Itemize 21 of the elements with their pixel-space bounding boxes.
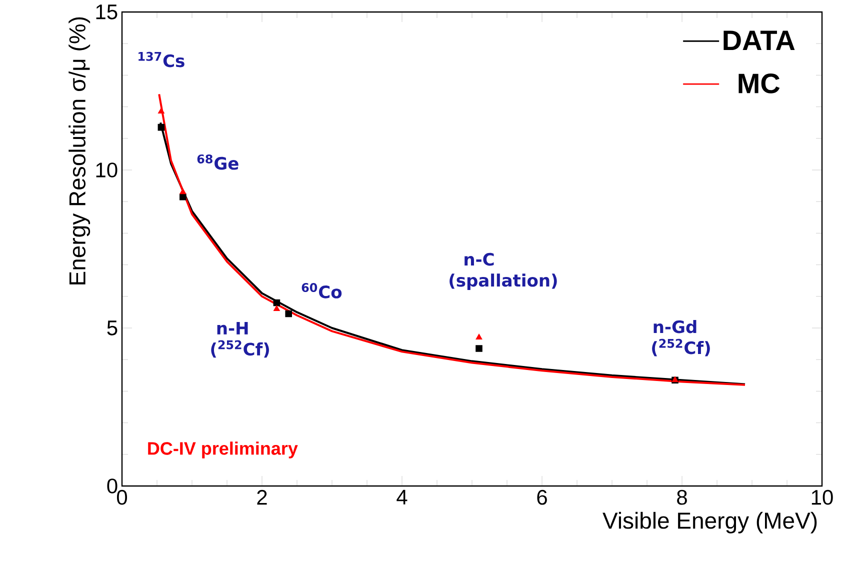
y-tick-label: 10	[96, 162, 118, 178]
legend-label: MC	[738, 74, 780, 94]
x-tick-label: 2	[257, 490, 267, 505]
x-axis-title: Visible Energy (MeV)	[602, 512, 817, 534]
x-tick-label: 8	[677, 490, 687, 505]
x-tick-label: 4	[396, 490, 408, 504]
annotation: $^{60}$Co	[302, 283, 342, 298]
y-axis-title: Energy Resolution σ/μ (%)	[68, 17, 90, 284]
legend-label: DATA	[724, 30, 795, 50]
x-tick-label: 0	[116, 490, 128, 505]
annotation: n-H ($^{252}$Cf)	[211, 322, 269, 358]
annotation: $^{137}$Cs	[138, 52, 184, 68]
annotation: n-C (spallation)	[450, 252, 557, 290]
annotation: DC-IV preliminary	[148, 442, 298, 458]
annotation: n-Gd ($^{252}$Cf)	[652, 320, 710, 356]
x-tick-label: 10	[812, 490, 833, 505]
y-tick-label: 15	[96, 4, 118, 20]
y-tick-label: 5	[107, 320, 118, 336]
y-tick-label: 0	[107, 478, 118, 494]
annotation: $^{68}$Ge	[197, 154, 238, 170]
x-tick-label: 6	[537, 490, 547, 505]
